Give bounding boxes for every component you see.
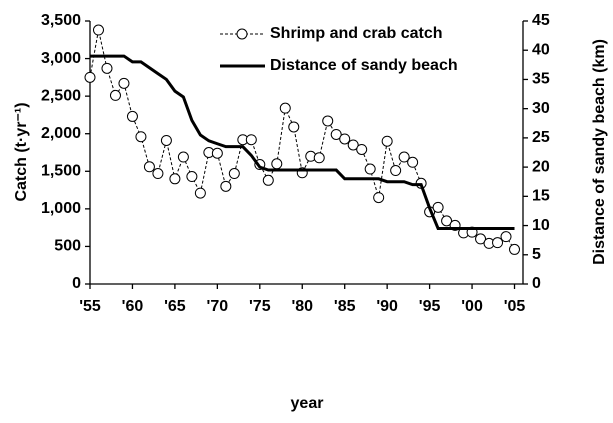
x-tick-label: '00 (461, 298, 483, 315)
catch-marker (186, 171, 198, 183)
catch-marker (126, 110, 138, 122)
catch-marker (160, 134, 172, 146)
catch-marker (441, 215, 453, 227)
catch-marker (143, 161, 155, 173)
catch-marker (390, 165, 402, 177)
catch-marker (381, 135, 393, 147)
catch-marker (356, 143, 368, 155)
y2-tick-label: 15 (532, 188, 550, 205)
catch-marker (339, 133, 351, 145)
catch-marker (109, 89, 121, 101)
distance-line (90, 54, 515, 230)
x-tick-label: '80 (291, 298, 313, 315)
y2-tick-label: 30 (532, 100, 550, 117)
catch-marker (211, 147, 223, 159)
catch-marker (194, 187, 206, 199)
y2-tick-label: 5 (532, 246, 541, 263)
y2-tick-label: 10 (532, 217, 550, 234)
catch-marker (288, 121, 300, 133)
x-tick-label: '60 (122, 298, 144, 315)
x-axis-label: year (291, 395, 324, 412)
catch-marker (177, 151, 189, 163)
y-tick-label: 500 (54, 238, 81, 255)
catch-marker (364, 163, 376, 175)
catch-marker (330, 128, 342, 140)
x-tick-label: '75 (249, 298, 271, 315)
y-tick-label: 2,000 (41, 125, 81, 142)
catch-marker (262, 174, 274, 186)
catch-marker (500, 231, 512, 243)
catch-marker (84, 71, 96, 83)
y2-axis-label: Distance of sandy beach (km) (591, 39, 608, 265)
catch-marker (492, 237, 504, 249)
y2-tick-label: 40 (532, 41, 550, 58)
x-tick-label: '05 (504, 298, 526, 315)
catch-marker (245, 134, 257, 146)
y2-tick-label: 20 (532, 158, 550, 175)
catch-marker (228, 168, 240, 180)
legend-label: Shrimp and crab catch (270, 25, 443, 42)
x-tick-label: '90 (376, 298, 398, 315)
x-tick-label: '70 (207, 298, 229, 315)
x-tick-label: '55 (79, 298, 101, 315)
catch-marker (220, 180, 232, 192)
y2-tick-label: 35 (532, 71, 550, 88)
legend-label: Distance of sandy beach (270, 57, 458, 74)
catch-marker (322, 115, 334, 127)
catch-marker (407, 156, 419, 168)
y-tick-label: 3,500 (41, 12, 81, 29)
x-tick-label: '85 (334, 298, 356, 315)
catch-marker (509, 243, 521, 255)
x-tick-label: '65 (164, 298, 186, 315)
y-tick-label: 0 (72, 275, 81, 292)
catch-marker (373, 192, 385, 204)
y-tick-label: 2,500 (41, 87, 81, 104)
catch-marker (169, 173, 181, 185)
catch-marker (271, 158, 283, 170)
catch-marker (475, 233, 487, 245)
y-tick-label: 1,500 (41, 163, 81, 180)
y-tick-label: 1,000 (41, 200, 81, 217)
catch-marker (347, 139, 359, 151)
y2-tick-label: 0 (532, 275, 541, 292)
catch-marker (398, 151, 410, 163)
catch-marker (101, 62, 113, 74)
x-tick-label: '95 (419, 298, 441, 315)
catch-marker (152, 168, 164, 180)
y-axis-label: Catch (t·yr⁻¹) (13, 102, 30, 201)
catch-marker (279, 102, 291, 114)
catch-marker (118, 77, 130, 89)
legend-marker (236, 28, 248, 40)
y2-tick-label: 45 (532, 12, 550, 29)
catch-marker (432, 201, 444, 213)
catch-marker (92, 24, 104, 36)
y2-tick-label: 25 (532, 129, 550, 146)
catch-marker (135, 131, 147, 143)
catch-marker (313, 152, 325, 164)
y-tick-label: 3,000 (41, 50, 81, 67)
